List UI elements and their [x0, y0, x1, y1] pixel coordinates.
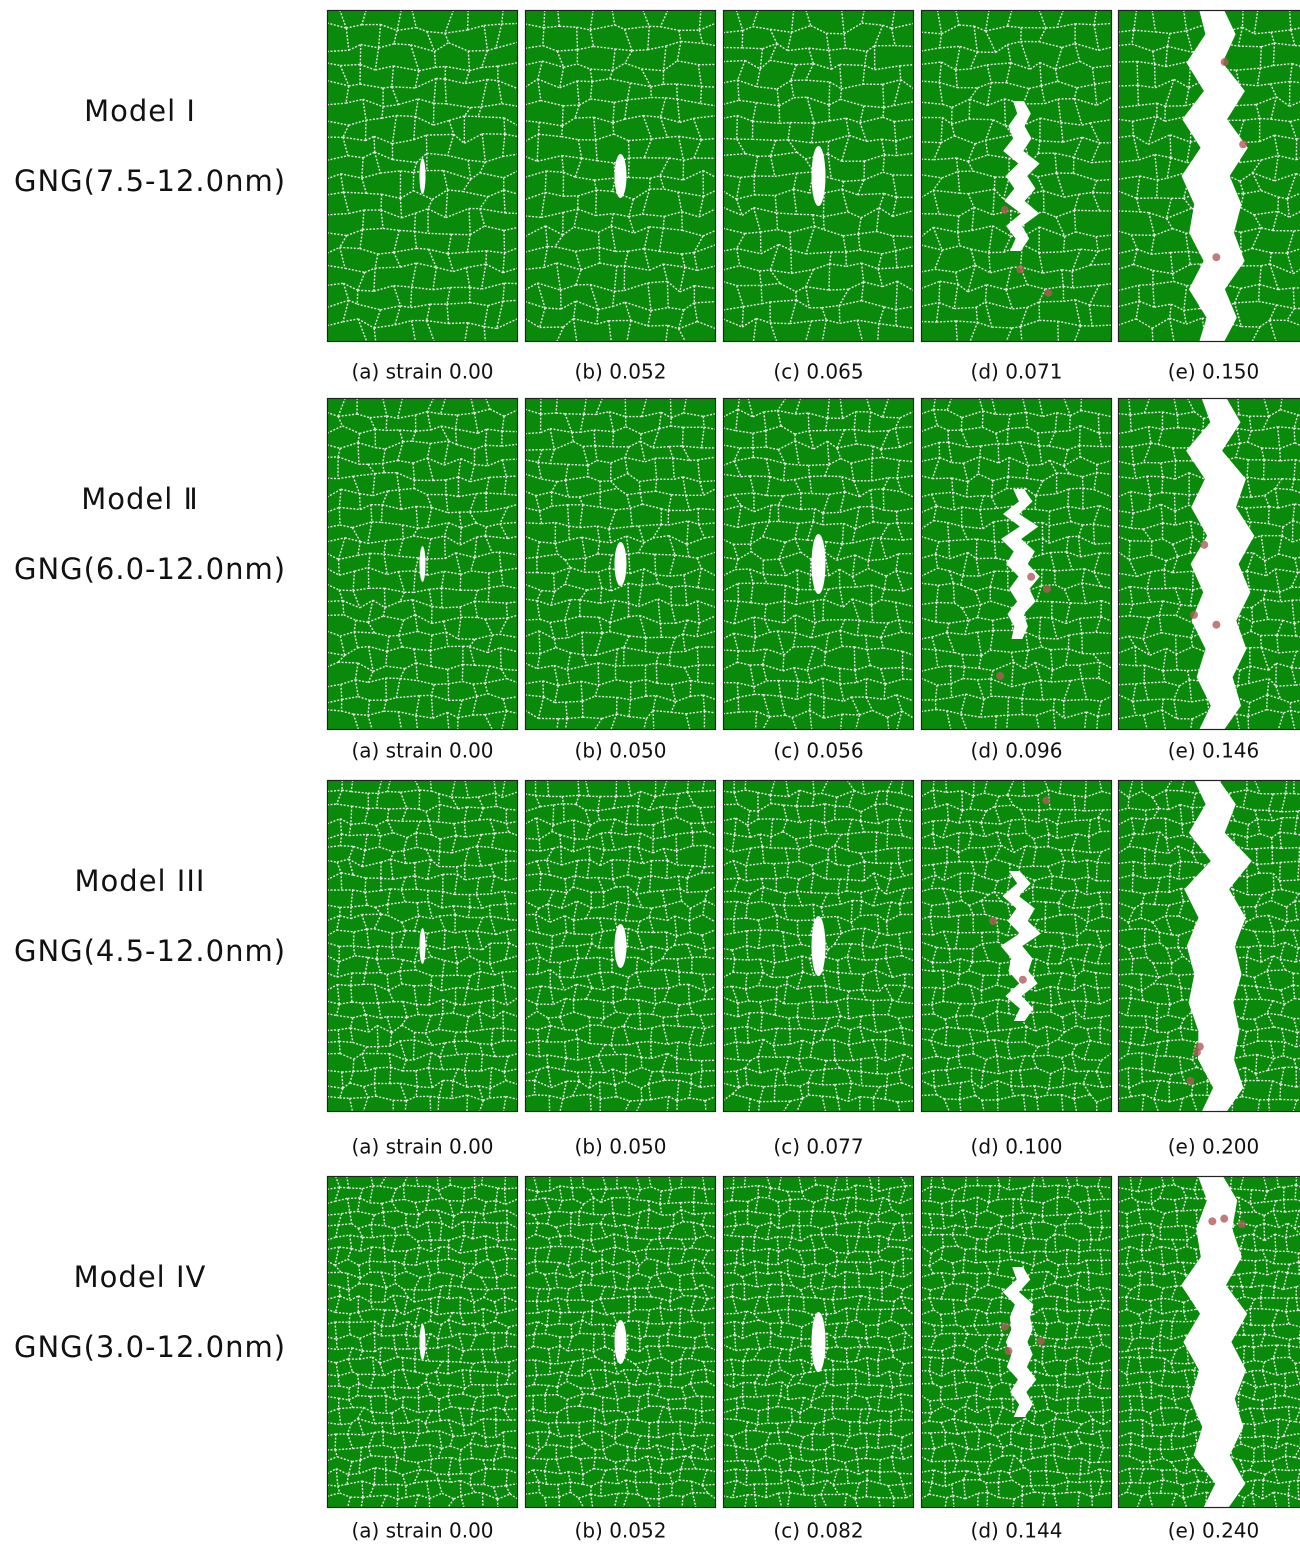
crack [420, 928, 426, 964]
damage-spot [1196, 1043, 1204, 1051]
crack [812, 1312, 826, 1372]
damage-spot [1027, 573, 1035, 581]
crack [812, 146, 826, 206]
panel [525, 398, 716, 730]
crack [812, 534, 826, 594]
caption: (c) 0.082 [773, 1519, 863, 1543]
crack [615, 1320, 627, 1364]
crack [615, 924, 627, 968]
figure: Model Ⅰ GNG(7.5-12.0nm) (a) strain 0.00 (b)… [0, 0, 1300, 1545]
caption: (e) 0.200 [1168, 1135, 1260, 1159]
damage-spot [996, 672, 1004, 680]
panel [327, 10, 518, 342]
model-label: Model III [75, 864, 206, 898]
gng-label: GNG(3.0-12.0nm) [14, 1330, 286, 1364]
panel [921, 398, 1112, 730]
caption: (c) 0.056 [773, 739, 863, 763]
damage-spot [1001, 206, 1009, 214]
damage-spot [1186, 1077, 1194, 1085]
damage-spot [989, 917, 997, 925]
panel [525, 1176, 716, 1508]
caption: (e) 0.150 [1168, 360, 1260, 384]
panel [1118, 6, 1300, 346]
caption: (a) strain 0.00 [351, 739, 493, 763]
panel [327, 398, 518, 730]
caption: (b) 0.050 [575, 1135, 667, 1159]
model-label: Model IV [74, 1260, 207, 1294]
caption: (c) 0.077 [773, 1135, 863, 1159]
caption: (a) strain 0.00 [351, 1519, 493, 1543]
damage-spot [1220, 1215, 1228, 1223]
damage-spot [1044, 289, 1052, 297]
panel [921, 1176, 1112, 1508]
panel [1118, 394, 1300, 734]
damage-spot [1005, 1347, 1013, 1355]
caption: (c) 0.065 [773, 360, 863, 384]
caption: (a) strain 0.00 [351, 360, 493, 384]
panel [723, 10, 914, 342]
damage-spot [1212, 621, 1220, 629]
crack [420, 546, 426, 582]
model-label: Model Ⅰ [84, 94, 196, 128]
panel [921, 780, 1112, 1112]
panel [327, 780, 518, 1112]
crack [812, 916, 826, 976]
damage-spot [1037, 1337, 1045, 1345]
gng-label: GNG(4.5-12.0nm) [14, 934, 286, 968]
damage-spot [1212, 253, 1220, 261]
panel [327, 1176, 518, 1508]
damage-spot [1238, 1220, 1246, 1228]
caption: (d) 0.071 [971, 360, 1063, 384]
panel [525, 10, 716, 342]
gng-label: GNG(7.5-12.0nm) [14, 164, 286, 198]
damage-spot [1208, 1217, 1216, 1225]
panel [723, 398, 914, 730]
caption: (a) strain 0.00 [351, 1135, 493, 1159]
caption: (e) 0.146 [1168, 739, 1260, 763]
gng-label: GNG(6.0-12.0nm) [14, 552, 286, 586]
caption: (d) 0.144 [971, 1519, 1063, 1543]
crack [615, 154, 627, 198]
damage-spot [1190, 611, 1198, 619]
panel [921, 10, 1112, 342]
caption: (b) 0.052 [575, 360, 667, 384]
crack [420, 1324, 426, 1360]
model-label: Model Ⅱ [81, 482, 199, 516]
crack [615, 542, 627, 586]
page: Model Ⅰ GNG(7.5-12.0nm) (a) strain 0.00 (b)… [0, 0, 1300, 1545]
caption: (e) 0.240 [1168, 1519, 1260, 1543]
damage-spot [1221, 58, 1229, 66]
panel [723, 780, 914, 1112]
damage-spot [1016, 265, 1024, 273]
panel [1118, 1172, 1300, 1512]
panel [1118, 776, 1300, 1116]
damage-spot [1019, 976, 1027, 984]
panel [525, 780, 716, 1112]
damage-spot [1239, 140, 1247, 148]
damage-spot [1200, 541, 1208, 549]
panel [723, 1176, 914, 1508]
caption: (d) 0.096 [971, 739, 1063, 763]
caption: (b) 0.050 [575, 739, 667, 763]
damage-spot [1043, 585, 1051, 593]
damage-spot [1042, 796, 1050, 804]
caption: (d) 0.100 [971, 1135, 1063, 1159]
crack [420, 158, 426, 194]
caption: (b) 0.052 [575, 1519, 667, 1543]
damage-spot [1001, 1323, 1009, 1331]
